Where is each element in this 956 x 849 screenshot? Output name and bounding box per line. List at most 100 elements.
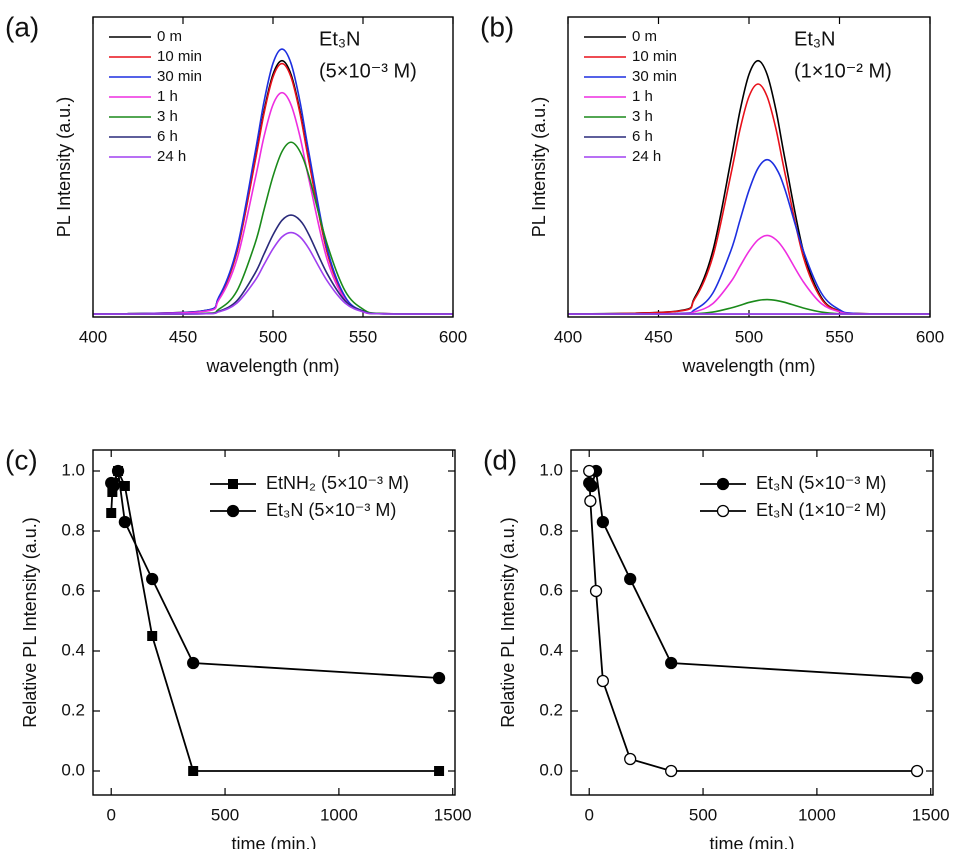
y-tick-label: 0.8 xyxy=(61,520,85,539)
x-tick-label: 500 xyxy=(259,327,287,346)
legend-label: 24 h xyxy=(157,148,186,165)
x-tick-label: 600 xyxy=(916,327,944,346)
legend-marker xyxy=(228,479,238,489)
series-line xyxy=(92,59,454,315)
y-axis-title: Relative PL Intensity (a.u.) xyxy=(498,517,518,727)
legend-label: 30 min xyxy=(632,68,677,85)
marker xyxy=(111,464,125,478)
x-tick-label: 550 xyxy=(825,327,853,346)
x-tick-label: 500 xyxy=(735,327,763,346)
annotation: (1×10⁻² M) xyxy=(794,60,892,82)
annotation: Et₃N xyxy=(794,28,835,50)
marker xyxy=(910,764,924,778)
marker xyxy=(665,764,678,778)
legend-label: 3 h xyxy=(632,108,653,125)
legend-label: 10 min xyxy=(157,48,202,65)
legend-label: 10 min xyxy=(632,48,677,65)
x-axis-title: wavelength (nm) xyxy=(205,356,339,376)
legend-label: 30 min xyxy=(157,68,202,85)
y-tick-label: 0.6 xyxy=(61,580,85,599)
x-tick-label: 1000 xyxy=(798,805,836,824)
marker xyxy=(584,494,597,508)
panel-label: (b) xyxy=(480,11,514,42)
y-tick-label: 0.8 xyxy=(539,520,563,539)
x-tick-label: 500 xyxy=(689,805,717,824)
x-tick-label: 1500 xyxy=(912,805,950,824)
series-line xyxy=(92,141,454,315)
x-tick-label: 550 xyxy=(349,327,377,346)
plot-frame xyxy=(567,16,931,318)
x-tick-label: 0 xyxy=(584,805,593,824)
marker xyxy=(585,479,598,493)
y-tick-label: 0.0 xyxy=(539,760,563,779)
x-tick-label: 600 xyxy=(439,327,467,346)
series-line xyxy=(92,91,454,315)
series-line xyxy=(92,48,454,315)
marker xyxy=(596,515,610,529)
x-tick-label: 400 xyxy=(554,327,582,346)
y-tick-label: 0.2 xyxy=(539,700,563,719)
annotation: Et₃N xyxy=(319,28,360,50)
plot-frame xyxy=(92,16,454,318)
marker xyxy=(432,671,446,685)
legend-label: Et₃N (5×10⁻³ M) xyxy=(266,500,396,520)
legend-label: EtNH₂ (5×10⁻³ M) xyxy=(266,473,409,493)
marker xyxy=(106,508,117,518)
panel-label: (a) xyxy=(5,11,39,42)
y-tick-label: 0.4 xyxy=(61,640,85,659)
x-tick-label: 1500 xyxy=(434,805,472,824)
plot-frame xyxy=(570,449,934,796)
marker xyxy=(187,656,200,670)
x-tick-label: 450 xyxy=(169,327,197,346)
legend-label: 1 h xyxy=(632,88,653,105)
x-axis-title: time (min.) xyxy=(710,834,795,849)
y-tick-label: 0.0 xyxy=(61,760,85,779)
marker xyxy=(118,515,132,529)
series-line xyxy=(92,231,454,315)
legend-label: Et₃N (1×10⁻² M) xyxy=(756,500,886,520)
x-tick-label: 0 xyxy=(106,805,115,824)
y-tick-label: 0.2 xyxy=(61,700,85,719)
x-tick-label: 500 xyxy=(211,805,239,824)
legend-label: 6 h xyxy=(157,128,178,145)
legend-label: 6 h xyxy=(632,128,653,145)
legend-label: 0 m xyxy=(632,28,657,45)
series-line xyxy=(567,158,931,315)
legend-label: 3 h xyxy=(157,108,178,125)
marker xyxy=(589,584,603,598)
marker xyxy=(107,479,120,493)
panel-label: (c) xyxy=(5,444,38,475)
series-line xyxy=(567,83,931,315)
y-tick-label: 1.0 xyxy=(539,460,563,479)
annotation: (5×10⁻³ M) xyxy=(319,60,417,82)
legend-label: 24 h xyxy=(632,148,661,165)
marker xyxy=(583,464,596,478)
x-tick-label: 1000 xyxy=(320,805,358,824)
legend-marker xyxy=(716,504,730,518)
y-tick-label: 0.4 xyxy=(539,640,563,659)
y-tick-label: 1.0 xyxy=(61,460,85,479)
marker xyxy=(910,671,924,685)
marker xyxy=(434,766,445,776)
plot-frame xyxy=(92,449,456,796)
marker xyxy=(624,572,637,586)
marker xyxy=(665,656,678,670)
y-axis-title: PL Intensity (a.u.) xyxy=(54,97,74,237)
y-axis-title: PL Intensity (a.u.) xyxy=(529,97,549,237)
marker xyxy=(624,752,637,766)
marker xyxy=(147,631,158,641)
series-line xyxy=(92,214,454,315)
x-tick-label: 450 xyxy=(644,327,672,346)
legend-marker xyxy=(716,477,730,491)
panel-label: (d) xyxy=(483,444,517,475)
legend-label: 0 m xyxy=(157,28,182,45)
marker xyxy=(119,481,130,491)
series-line xyxy=(567,234,931,315)
x-tick-label: 400 xyxy=(79,327,107,346)
series-line xyxy=(92,62,454,315)
marker xyxy=(188,766,199,776)
marker xyxy=(146,572,159,586)
marker xyxy=(596,674,610,688)
legend-label: 1 h xyxy=(157,88,178,105)
